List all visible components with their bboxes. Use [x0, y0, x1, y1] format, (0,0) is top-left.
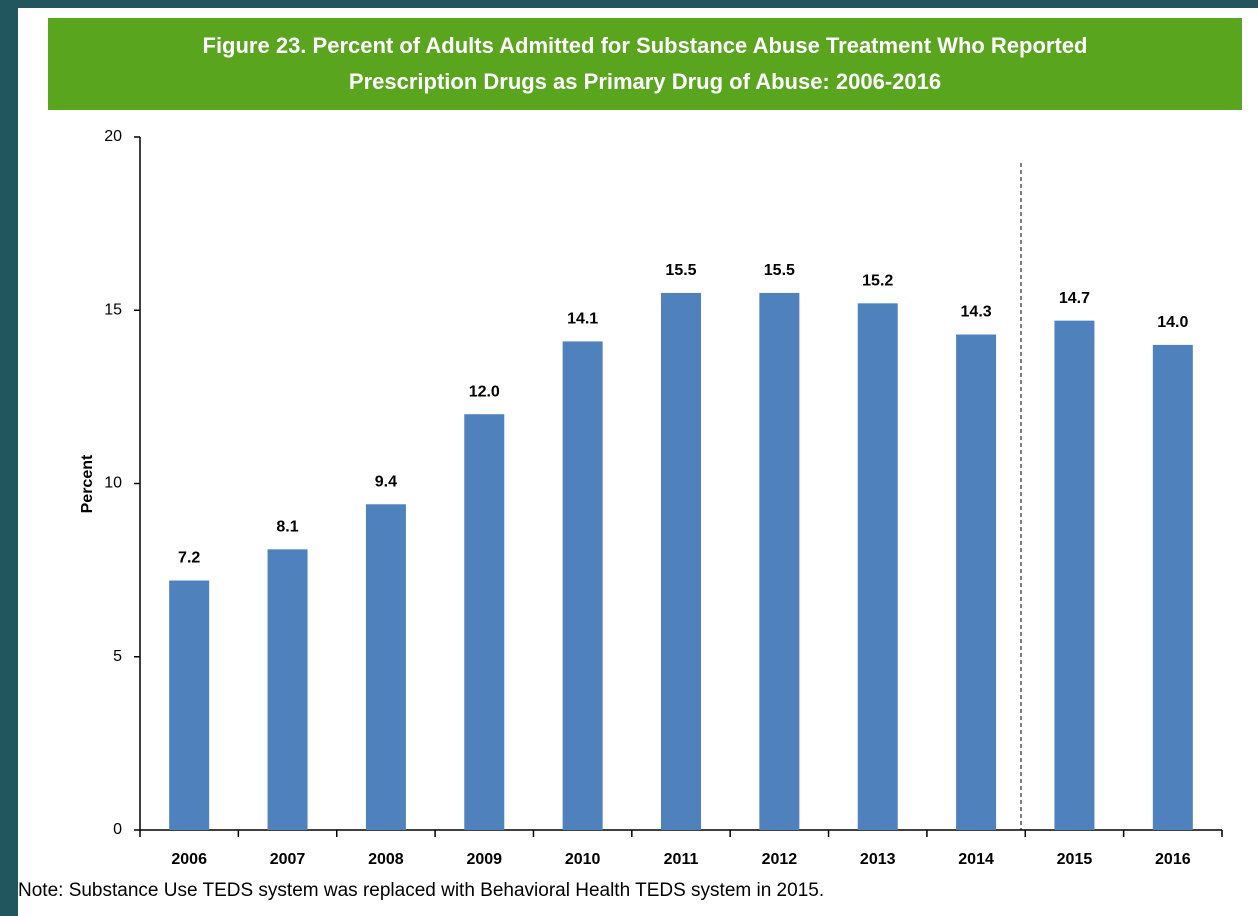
bar — [169, 580, 210, 830]
note: Note: Substance Use TEDS system was repl… — [18, 880, 825, 901]
y-axis-label: Percent — [79, 454, 96, 513]
x-tick-label: 2011 — [664, 851, 699, 868]
x-tick-label: 2006 — [171, 851, 207, 868]
bar — [1054, 320, 1095, 830]
data-label: 12.0 — [469, 383, 500, 400]
x-tick-label: 2014 — [958, 851, 994, 868]
y-tick-label: 20 — [104, 128, 122, 145]
data-label: 15.5 — [764, 262, 795, 279]
bar — [661, 292, 701, 830]
x-tick-label: 2009 — [466, 851, 502, 868]
x-tick-label: 2013 — [860, 851, 896, 868]
y-tick-label: 5 — [113, 648, 122, 665]
panel — [18, 8, 1258, 916]
x-tick-label: 2012 — [762, 851, 798, 868]
bar — [562, 341, 603, 830]
data-label: 14.0 — [1157, 314, 1188, 331]
x-tick-label: 2010 — [565, 851, 601, 868]
data-label: 9.4 — [375, 474, 397, 491]
data-label: 7.2 — [178, 550, 200, 567]
bar — [956, 334, 997, 830]
bar — [1152, 344, 1193, 830]
x-tick-label: 2007 — [270, 851, 306, 868]
data-label: 15.5 — [665, 262, 696, 279]
data-label: 14.3 — [961, 304, 992, 321]
y-tick-label: 15 — [104, 301, 122, 318]
bar — [759, 292, 800, 830]
y-tick-label: 0 — [113, 821, 122, 838]
data-label: 15.2 — [862, 273, 893, 290]
bar — [857, 303, 898, 830]
bar — [365, 504, 406, 830]
x-tick-label: 2008 — [368, 851, 404, 868]
bar — [267, 549, 308, 830]
y-tick-label: 10 — [104, 475, 122, 492]
x-tick-label: 2016 — [1155, 851, 1191, 868]
bar — [464, 414, 505, 830]
x-tick-label: 2015 — [1057, 851, 1093, 868]
data-label: 8.1 — [276, 519, 298, 536]
data-label: 14.1 — [567, 311, 598, 328]
chart-title: Figure 23. Percent of Adults Admitted fo… — [48, 18, 1242, 110]
data-label: 14.7 — [1059, 290, 1090, 307]
